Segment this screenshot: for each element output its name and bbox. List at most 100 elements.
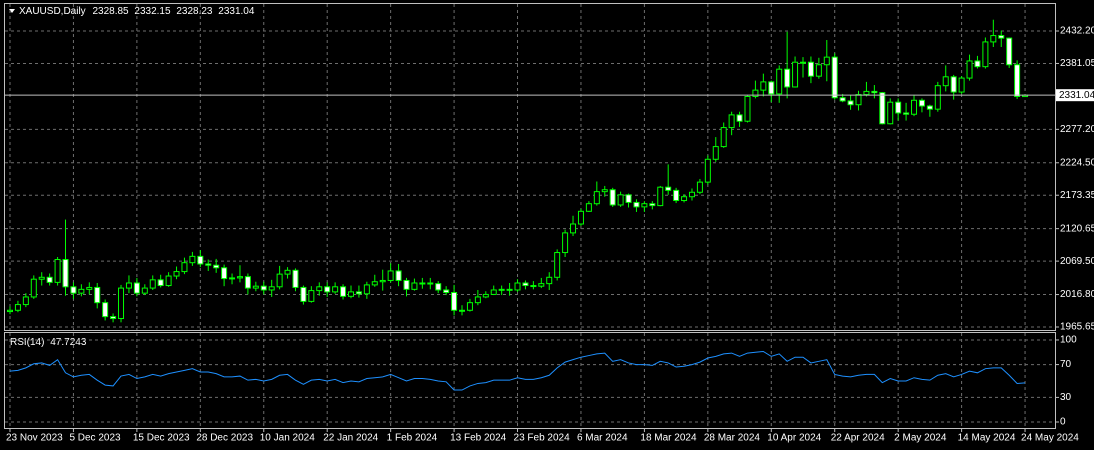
candle-body <box>974 60 981 68</box>
candle-body <box>54 259 61 283</box>
candle-body <box>427 282 434 285</box>
x-tick-label: 18 Mar 2024 <box>640 433 697 444</box>
candle-body <box>807 61 814 77</box>
candle-body <box>316 286 323 292</box>
candle-body <box>570 223 577 234</box>
candle-body <box>387 270 394 281</box>
candle-body <box>284 269 291 275</box>
main-panel-frame <box>4 3 1056 331</box>
candle-body <box>395 270 402 281</box>
rsi-value: 47.7243 <box>50 337 87 348</box>
candle-body <box>736 114 743 122</box>
candle-body <box>403 279 410 290</box>
x-tick-label: 5 Dec 2023 <box>69 433 121 444</box>
candle-body <box>70 286 77 294</box>
candle-body <box>768 81 775 95</box>
candle-body <box>133 282 140 294</box>
candle-body <box>673 189 680 202</box>
candle-body <box>466 302 473 311</box>
candle-body <box>958 77 965 93</box>
y-tick-label: 0 <box>1060 417 1066 428</box>
candle-body <box>744 95 751 122</box>
candle-body <box>593 191 600 205</box>
candle-body <box>229 277 236 280</box>
candle-body <box>792 61 799 88</box>
candle-body <box>189 255 196 264</box>
candle-body <box>903 112 910 115</box>
x-tick-label: 14 May 2024 <box>958 433 1016 444</box>
candle-body <box>506 288 513 291</box>
candle-body <box>546 276 553 285</box>
rsi-panel-frame <box>4 332 1056 429</box>
y-tick-label: 2381.05 <box>1060 58 1094 69</box>
rsi-header: RSI(14) 47.7243 <box>10 337 87 348</box>
candle-body <box>911 99 918 115</box>
candle-body <box>585 203 592 212</box>
candle-body <box>879 92 886 125</box>
candle-body <box>982 41 989 68</box>
candle-body <box>704 158 711 183</box>
candle-body <box>451 292 458 311</box>
candle-body <box>998 35 1005 39</box>
y-tick-label: 2069.50 <box>1060 256 1094 267</box>
x-tick-label: 22 Apr 2024 <box>831 433 885 444</box>
candle-body <box>86 286 93 290</box>
candle-body <box>712 146 719 160</box>
candle-body <box>641 203 648 208</box>
symbol-header: XAUUSD,Daily 2328.85 2332.15 2328.23 233… <box>19 6 255 17</box>
y-tick-label: 2173.35 <box>1060 190 1094 201</box>
candle-body <box>300 286 307 302</box>
x-tick-label: 22 Jan 2024 <box>323 433 378 444</box>
candle-body <box>657 186 664 207</box>
candle-body <box>292 269 299 288</box>
candle-body <box>538 283 545 287</box>
candle-body <box>617 194 624 206</box>
x-tick-label: 28 Dec 2023 <box>196 433 253 444</box>
candle-body <box>118 287 125 320</box>
candle-body <box>14 304 21 311</box>
candle-body <box>950 76 957 93</box>
x-tick-label: 23 Feb 2024 <box>514 433 571 444</box>
candle-body <box>22 296 29 306</box>
candle-body <box>720 127 727 148</box>
candle-body <box>355 291 362 295</box>
candle-body <box>855 94 862 106</box>
open-value: 2328.85 <box>92 6 129 17</box>
candle-body <box>244 276 251 289</box>
candle-body <box>221 267 228 280</box>
candle-body <box>474 296 481 304</box>
current-price-box <box>1056 89 1094 102</box>
candle-body <box>157 279 164 287</box>
high-value: 2332.15 <box>134 6 171 17</box>
candle-body <box>324 286 331 293</box>
candle-body <box>514 282 521 291</box>
candle-body <box>554 252 561 278</box>
candle-body <box>625 194 632 203</box>
candle-body <box>577 210 584 225</box>
candle-body <box>181 262 188 273</box>
y-tick-label: 70 <box>1060 359 1072 370</box>
candle-body <box>800 61 806 64</box>
candle-body <box>443 289 450 294</box>
candle-body <box>332 286 339 293</box>
candle-body <box>94 286 101 304</box>
candle-body <box>340 286 347 297</box>
candle-body <box>1006 37 1013 66</box>
candle-body <box>823 56 830 66</box>
x-tick-label: 1 Feb 2024 <box>387 433 438 444</box>
x-tick-label: 10 Apr 2024 <box>767 433 821 444</box>
candle-body <box>728 114 735 129</box>
candle-body <box>308 290 315 302</box>
candle-body <box>213 264 220 269</box>
rsi-name: RSI(14) <box>10 337 44 348</box>
symbol: XAUUSD,Daily <box>19 6 86 17</box>
y-tick-label: 2016.80 <box>1060 289 1094 300</box>
candle-body <box>776 68 783 95</box>
candle-body <box>173 271 180 277</box>
candle-body <box>887 101 894 125</box>
candle-body <box>197 255 204 265</box>
candle-body <box>260 285 267 291</box>
x-tick-label: 15 Dec 2023 <box>133 433 190 444</box>
candle-body <box>46 276 53 283</box>
